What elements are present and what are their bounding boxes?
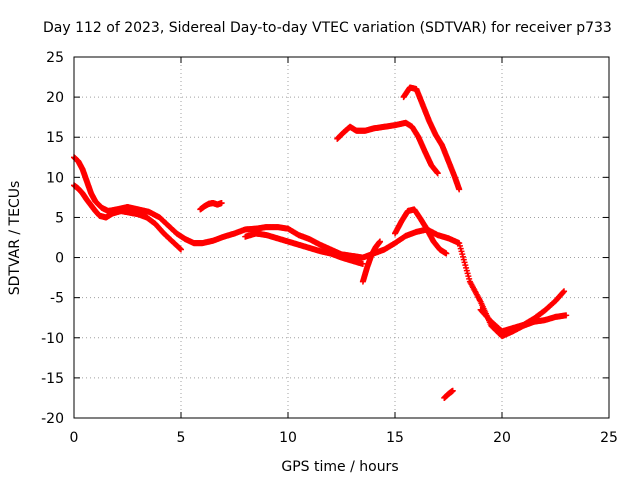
data-point-interp xyxy=(463,267,470,274)
y-tick-label: 5 xyxy=(55,210,64,226)
series-secondary-hump xyxy=(392,206,450,257)
grid-lines xyxy=(74,57,609,418)
data-point-interp xyxy=(460,256,467,263)
series-upper-arc xyxy=(334,119,441,177)
data-point-interp xyxy=(465,273,472,280)
data-points xyxy=(71,84,570,401)
data-point-interp xyxy=(461,259,468,266)
y-tick-label: 20 xyxy=(46,90,64,106)
data-point-interp xyxy=(466,275,473,282)
x-tick-label: 25 xyxy=(600,430,618,446)
series-peak-trace xyxy=(400,84,463,193)
series-outlier-17h xyxy=(441,387,456,401)
data-point-interp xyxy=(458,248,465,255)
axes xyxy=(73,56,610,419)
y-tick-label: -15 xyxy=(41,371,64,387)
data-point xyxy=(443,250,450,257)
data-point xyxy=(563,312,570,319)
data-point xyxy=(218,200,225,207)
x-axis-label: GPS time / hours xyxy=(281,459,398,475)
series-drop-13h xyxy=(359,238,384,285)
x-tick-label: 20 xyxy=(493,430,511,446)
data-point-interp xyxy=(463,264,470,271)
data-point xyxy=(449,387,456,394)
y-tick-label: 0 xyxy=(55,251,64,267)
series-early-band xyxy=(71,182,184,253)
data-point-interp xyxy=(464,270,471,277)
plot-frame xyxy=(73,56,610,419)
x-tick-label: 10 xyxy=(279,430,297,446)
y-axis-label: SDTVAR / TECUs xyxy=(7,181,23,296)
chart-title: Day 112 of 2023, Sidereal Day-to-day VTE… xyxy=(43,20,612,36)
data-point-interp xyxy=(460,253,467,260)
data-point-interp xyxy=(457,245,464,252)
y-tick-label: 25 xyxy=(46,50,64,66)
y-tick-label: -10 xyxy=(41,331,64,347)
tick-labels: 0 5 10 15 20 25 -20 -15 -10 -5 0 5 10 15 20 25 xyxy=(41,50,618,446)
series-mid-band xyxy=(242,230,366,267)
data-point xyxy=(456,186,463,193)
x-tick-label: 0 xyxy=(70,430,79,446)
data-point-interp xyxy=(459,251,466,258)
series-short-segment-6h xyxy=(197,200,225,213)
y-tick-label: -5 xyxy=(50,291,64,307)
data-point xyxy=(456,240,463,247)
y-tick-label: -20 xyxy=(41,411,64,427)
data-point-interp xyxy=(462,262,469,269)
data-point xyxy=(377,238,384,245)
series-late-band xyxy=(477,288,568,335)
data-point xyxy=(434,170,441,177)
data-point-interp xyxy=(456,242,463,249)
x-tick-label: 5 xyxy=(177,430,186,446)
y-tick-label: 10 xyxy=(46,170,64,186)
data-point xyxy=(178,246,184,253)
data-point xyxy=(359,260,366,267)
data-point xyxy=(561,288,568,295)
y-tick-label: 15 xyxy=(46,130,64,146)
series-main-trace xyxy=(71,154,570,340)
x-tick-label: 15 xyxy=(386,430,404,446)
